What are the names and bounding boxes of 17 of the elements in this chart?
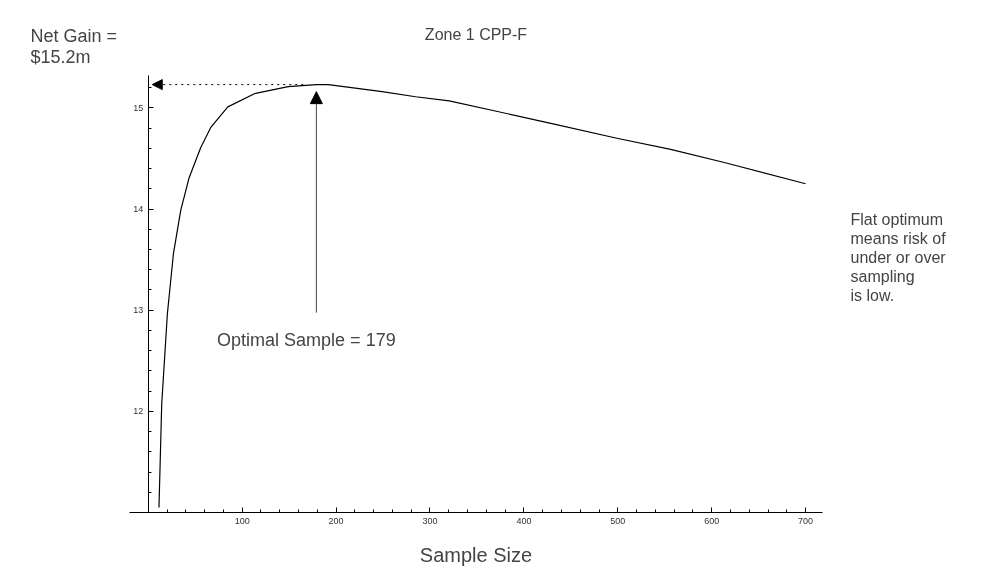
- x-tick-label: 700: [798, 515, 814, 526]
- x-tick-label: 500: [610, 515, 626, 526]
- y-tick-label: 15: [133, 102, 144, 113]
- x-tick-label: 300: [422, 515, 438, 526]
- x-axis-title: Sample Size: [419, 543, 533, 566]
- x-tick-label: 100: [234, 515, 250, 526]
- y-tick-label: 12: [133, 406, 144, 417]
- chart-title: Zone 1 CPP-F: [424, 25, 528, 43]
- y-tick-label: 14: [133, 204, 144, 215]
- y-tick-label: 13: [133, 305, 144, 316]
- line-series: [158, 84, 807, 509]
- text: Flat optimum means risk of under or over sampling is low.: [850, 210, 947, 304]
- x-tick-label: 600: [704, 515, 720, 526]
- text: Net Gain = $15.2m: [30, 25, 118, 67]
- x-tick-label: 400: [516, 515, 532, 526]
- annotation: Optimal Sample = 179: [217, 329, 396, 350]
- x-tick-label: 200: [328, 515, 344, 526]
